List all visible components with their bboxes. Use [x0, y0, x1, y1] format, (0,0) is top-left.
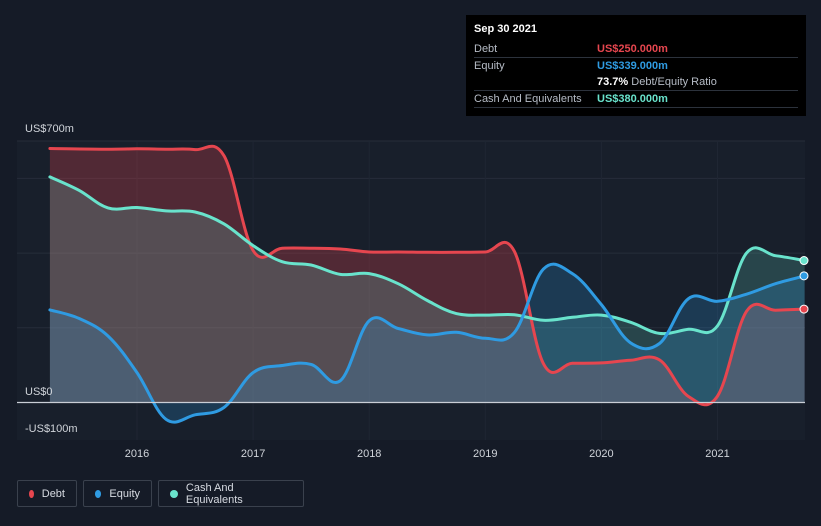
cash-line: [48, 175, 807, 336]
equity-line: [48, 262, 807, 424]
cash-end-point: [799, 256, 809, 266]
x-tick-label: 2020: [589, 448, 613, 460]
legend-debt-label: Debt: [41, 487, 65, 500]
legend-cash-label: Cash And Equivalents: [185, 481, 243, 506]
tooltip-cash-label: Cash And Equivalents: [474, 93, 582, 105]
legend-equity-label: Equity: [109, 487, 140, 500]
tooltip-debt-value: US$250.000m: [597, 43, 668, 55]
equity-area: [49, 264, 805, 423]
x-tick-label: 2018: [357, 448, 381, 460]
cash-legend-dot-icon: [170, 489, 178, 498]
y-tick-label: US$700m: [25, 123, 74, 135]
equity-end-point: [799, 271, 809, 281]
debt-legend-dot-icon: [29, 489, 34, 498]
tooltip-ratio-value: 73.7%: [597, 76, 629, 88]
tooltip-debt-row: Debt US$250.000m: [474, 41, 798, 58]
legend-item-equity[interactable]: Equity: [83, 480, 152, 507]
tooltip-debt-label: Debt: [474, 43, 498, 55]
tooltip-date: Sep 30 2021: [474, 23, 537, 35]
tooltip-cash-row: Cash And Equivalents US$380.000m: [474, 91, 798, 108]
y-tick-label: -US$100m: [25, 423, 78, 435]
debt-area: [49, 146, 805, 405]
legend-item-cash[interactable]: Cash And Equivalents: [158, 480, 304, 507]
x-tick-label: 2021: [705, 448, 729, 460]
tooltip-cash-value: US$380.000m: [597, 93, 668, 105]
x-tick-label: 2016: [125, 448, 149, 460]
series-end-markers: [799, 256, 809, 314]
y-tick-label: US$0: [25, 386, 53, 398]
tooltip-equity-label: Equity: [474, 60, 505, 72]
x-tick-label: 2019: [473, 448, 497, 460]
tooltip-equity-row: Equity US$339.000m: [474, 58, 798, 74]
tooltip-panel: Sep 30 2021 Debt US$250.000m Equity US$3…: [466, 15, 806, 116]
equity-legend-dot-icon: [95, 489, 102, 498]
tooltip-ratio: 73.7% Debt/Equity Ratio: [597, 74, 717, 90]
tooltip-ratio-row: 73.7% Debt/Equity Ratio: [474, 74, 798, 91]
series-areas: [49, 146, 805, 423]
series-lines: [48, 144, 807, 424]
legend-item-debt[interactable]: Debt: [17, 480, 77, 507]
x-tick-label: 2017: [241, 448, 265, 460]
tooltip-equity-value: US$339.000m: [597, 60, 668, 72]
cash-area: [49, 176, 805, 403]
tooltip-ratio-label: Debt/Equity Ratio: [631, 76, 717, 88]
x-axis-tick-labels: 2016 2017 2018 2019 2020 2021: [125, 448, 730, 460]
debt-line: [48, 144, 807, 407]
y-axis-tick-labels: US$700m US$0 -US$100m: [25, 123, 78, 435]
debt-end-point: [799, 304, 809, 314]
